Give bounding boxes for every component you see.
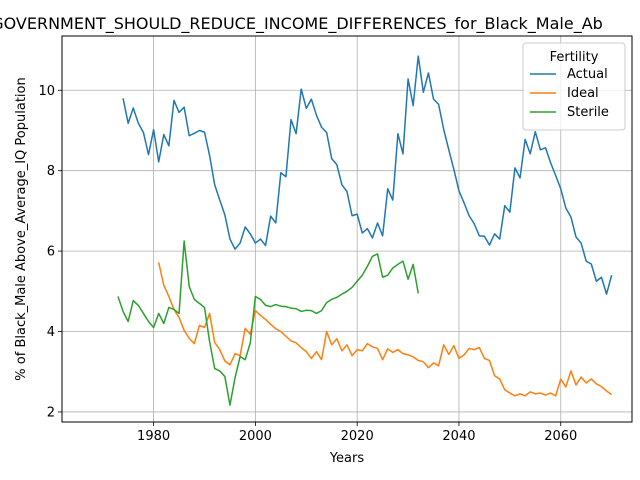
legend-box bbox=[522, 42, 626, 131]
legend-label-actual: Actual bbox=[567, 67, 608, 82]
y-axis: 2 4 6 8 10 bbox=[38, 84, 62, 420]
y-axis-label: % of Black_Male Above_Average_IQ Populat… bbox=[14, 77, 29, 380]
x-axis-label: Years bbox=[329, 451, 365, 466]
y-tick-label: 8 bbox=[47, 164, 55, 179]
y-tick-label: 6 bbox=[47, 245, 55, 260]
y-tick-label: 2 bbox=[47, 405, 55, 420]
legend-items: Actual Ideal Sterile bbox=[530, 67, 609, 120]
x-tick-label: 2040 bbox=[442, 429, 475, 444]
plot-frame bbox=[61, 35, 633, 423]
x-tick-label: 2060 bbox=[544, 429, 577, 444]
x-tick-label: 2020 bbox=[341, 429, 374, 444]
legend: Fertility Actual Ideal Sterile bbox=[522, 42, 626, 131]
series-line-ideal bbox=[157, 262, 613, 397]
chart-title: _GOVERNMENT_SHOULD_REDUCE_INCOME_DIFFERE… bbox=[0, 14, 603, 34]
series-layer bbox=[117, 55, 613, 406]
x-tick-label: 1980 bbox=[137, 429, 170, 444]
y-tick-label: 10 bbox=[38, 84, 55, 99]
series-line-sterile bbox=[117, 240, 419, 406]
legend-label-sterile: Sterile bbox=[567, 105, 609, 120]
y-tick-label: 4 bbox=[47, 325, 55, 340]
x-tick-label: 2000 bbox=[239, 429, 272, 444]
series-line-actual bbox=[122, 55, 613, 295]
legend-title: Fertility bbox=[550, 50, 599, 65]
x-axis: 1980 2000 2020 2040 2060 bbox=[137, 422, 577, 444]
legend-label-ideal: Ideal bbox=[567, 86, 599, 101]
